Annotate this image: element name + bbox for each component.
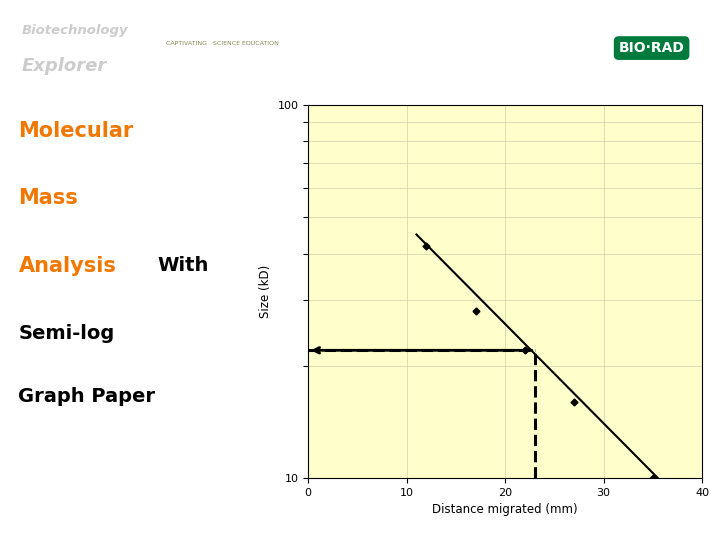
Text: Molecular: Molecular: [19, 120, 134, 140]
Text: CAPTIVATING   SCIENCE EDUCATION: CAPTIVATING SCIENCE EDUCATION: [166, 42, 279, 46]
Text: Graph Paper: Graph Paper: [19, 387, 156, 406]
X-axis label: Distance migrated (mm): Distance migrated (mm): [432, 503, 578, 516]
Text: With: With: [158, 256, 209, 275]
Text: Analysis: Analysis: [19, 256, 116, 276]
Text: Mass: Mass: [19, 188, 78, 208]
Text: Semi-log: Semi-log: [19, 323, 114, 342]
Text: BIO·RAD: BIO·RAD: [618, 41, 685, 55]
Y-axis label: Size (kD): Size (kD): [259, 265, 272, 318]
Text: Explorer: Explorer: [22, 57, 107, 75]
Text: Biotechnology: Biotechnology: [22, 24, 128, 37]
